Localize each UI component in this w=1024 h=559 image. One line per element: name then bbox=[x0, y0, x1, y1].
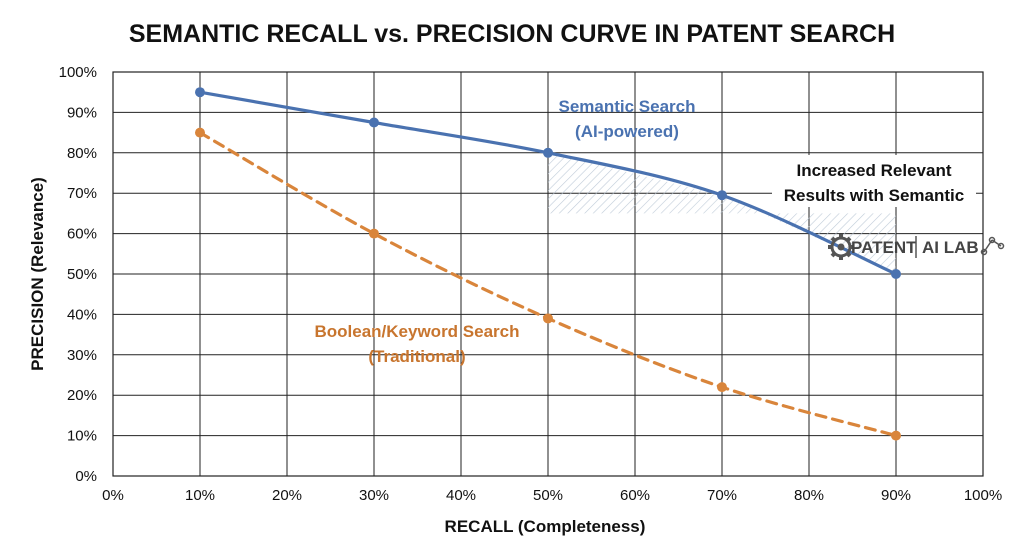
x-tick-label: 70% bbox=[707, 487, 737, 504]
semantic-series-label-line2: (AI-powered) bbox=[575, 122, 679, 141]
semantic-data-point bbox=[369, 117, 379, 128]
annotation-line2: Results with Semantic bbox=[784, 186, 964, 205]
x-tick-label: 40% bbox=[446, 487, 476, 504]
y-tick-label: 50% bbox=[67, 266, 97, 283]
shaded-gain-area bbox=[548, 152, 896, 274]
y-axis-ticks: 0% 10% 20% 30% 40% 50% 60% 70% 80% 90% 100% bbox=[59, 64, 97, 485]
y-tick-label: 100% bbox=[59, 64, 97, 81]
boolean-data-point bbox=[369, 228, 379, 239]
boolean-data-point bbox=[717, 382, 727, 393]
y-tick-label: 30% bbox=[67, 347, 97, 364]
y-tick-label: 40% bbox=[67, 306, 97, 323]
boolean-series-label-line1: Boolean/Keyword Search bbox=[314, 322, 519, 341]
annotation-line1: Increased Relevant bbox=[797, 161, 952, 180]
x-axis-ticks: 0% 10% 20% 30% 40% 50% 60% 70% 80% 90% 100% bbox=[102, 487, 1002, 504]
x-tick-label: 20% bbox=[272, 487, 302, 504]
y-axis-label: PRECISION (Relevance) bbox=[28, 177, 47, 371]
x-tick-label: 30% bbox=[359, 487, 389, 504]
shaded-gain-region bbox=[548, 152, 896, 274]
logo-text-patent: PATENT bbox=[851, 238, 917, 257]
x-tick-label: 100% bbox=[964, 487, 1002, 504]
logo-text-ai-lab: AI LAB bbox=[922, 238, 979, 257]
grid bbox=[112, 71, 984, 477]
y-tick-label: 70% bbox=[67, 185, 97, 202]
semantic-series-label-line1: Semantic Search bbox=[558, 97, 695, 116]
y-tick-label: 80% bbox=[67, 145, 97, 162]
series-points bbox=[195, 87, 901, 441]
semantic-data-point bbox=[717, 190, 727, 201]
gear-icon bbox=[828, 234, 854, 260]
semantic-data-point bbox=[891, 269, 901, 279]
y-tick-label: 90% bbox=[67, 104, 97, 121]
boolean-data-point bbox=[195, 127, 205, 138]
y-tick-label: 20% bbox=[67, 387, 97, 404]
plot-frame bbox=[112, 71, 984, 477]
x-tick-label: 50% bbox=[533, 487, 563, 504]
y-tick-label: 10% bbox=[67, 428, 97, 445]
chart-title: SEMANTIC RECALL vs. PRECISION CURVE IN P… bbox=[129, 20, 895, 48]
plot-border bbox=[112, 71, 984, 477]
y-tick-label: 60% bbox=[67, 226, 97, 243]
x-tick-label: 90% bbox=[881, 487, 911, 504]
boolean-data-point bbox=[543, 313, 553, 324]
boolean-data-point bbox=[891, 430, 901, 441]
x-tick-label: 0% bbox=[102, 487, 124, 504]
semantic-data-point bbox=[543, 147, 553, 158]
network-nodes-icon bbox=[980, 236, 1005, 256]
semantic-data-point bbox=[195, 87, 205, 98]
patent-ai-lab-logo: PATENT AI LAB bbox=[828, 234, 1005, 260]
x-axis-label: RECALL (Completeness) bbox=[445, 517, 646, 536]
boolean-series-label-line2: (Traditional) bbox=[368, 347, 465, 366]
x-tick-label: 60% bbox=[620, 487, 650, 504]
x-tick-label: 80% bbox=[794, 487, 824, 504]
y-tick-label: 0% bbox=[75, 468, 97, 485]
x-tick-label: 10% bbox=[185, 487, 215, 504]
annotation-background bbox=[772, 155, 976, 207]
